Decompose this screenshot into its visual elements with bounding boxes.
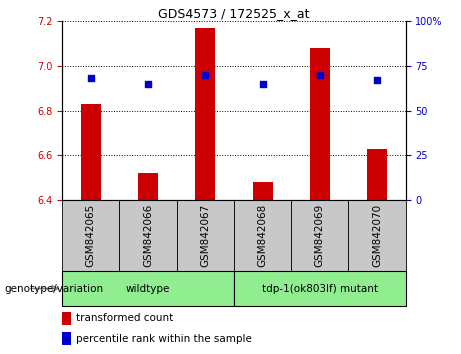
Bar	[367, 149, 387, 200]
Text: tdp-1(ok803lf) mutant: tdp-1(ok803lf) mutant	[262, 284, 378, 293]
Bar	[81, 104, 101, 200]
Bar	[234, 271, 406, 306]
Text: GSM842068: GSM842068	[258, 204, 267, 267]
Point	[259, 81, 266, 87]
Point	[87, 76, 95, 81]
Text: GSM842069: GSM842069	[315, 204, 325, 267]
Bar	[195, 28, 215, 200]
Bar	[349, 200, 406, 271]
Point	[373, 78, 381, 83]
Bar	[177, 200, 234, 271]
Bar	[291, 200, 349, 271]
Bar	[234, 200, 291, 271]
Text: GSM842070: GSM842070	[372, 204, 382, 267]
Point	[316, 72, 324, 78]
Text: GSM842065: GSM842065	[86, 204, 96, 267]
Bar	[62, 312, 71, 325]
Bar	[310, 48, 330, 200]
Bar	[119, 200, 177, 271]
Point	[144, 81, 152, 87]
Text: transformed count: transformed count	[76, 313, 173, 323]
Text: GSM842067: GSM842067	[201, 204, 210, 267]
Point	[201, 72, 209, 78]
Text: wildtype: wildtype	[126, 284, 170, 293]
Bar	[62, 332, 71, 345]
Bar	[62, 271, 234, 306]
Text: percentile rank within the sample: percentile rank within the sample	[76, 333, 252, 343]
Title: GDS4573 / 172525_x_at: GDS4573 / 172525_x_at	[158, 7, 310, 20]
Text: GSM842066: GSM842066	[143, 204, 153, 267]
Bar	[138, 173, 158, 200]
Text: genotype/variation: genotype/variation	[5, 284, 104, 293]
Bar	[253, 182, 272, 200]
Bar	[62, 200, 119, 271]
